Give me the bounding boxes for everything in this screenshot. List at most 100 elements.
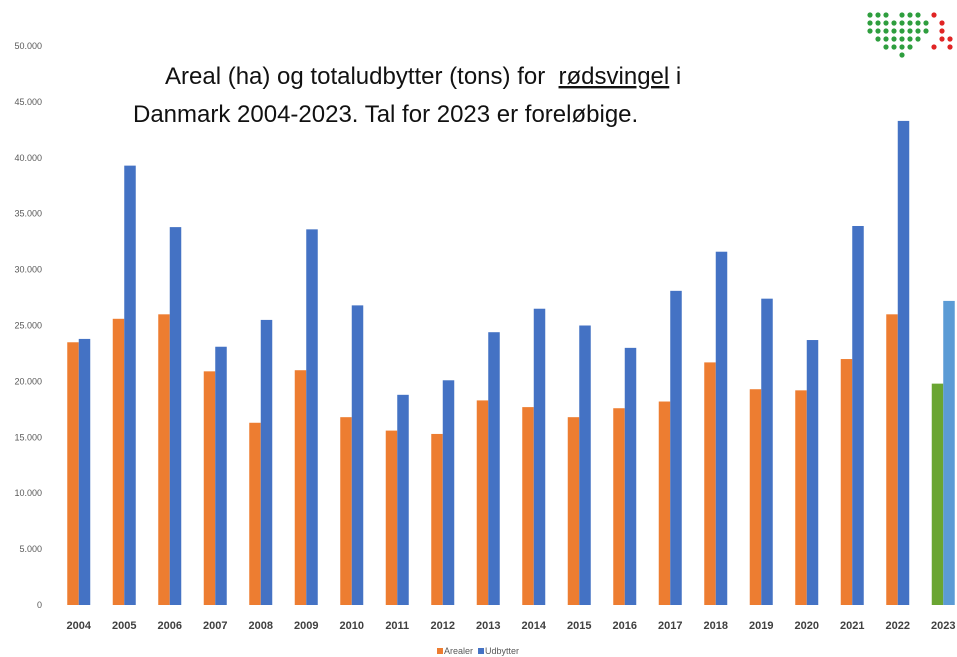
bar (852, 225, 864, 606)
legend-label: Udbytter (485, 646, 519, 656)
bar (124, 165, 136, 605)
x-tick-label: 2017 (658, 620, 682, 632)
logo-dot (947, 44, 953, 50)
logo-dot (891, 20, 897, 26)
logo-dot (939, 20, 945, 26)
y-tick-label: 10.000 (14, 488, 42, 498)
logo-dot (899, 12, 905, 18)
logo-dot (931, 44, 937, 50)
legend-label: Arealer (444, 646, 473, 656)
logo-dot (883, 36, 889, 42)
y-tick-label: 45.000 (14, 97, 42, 107)
logo-dot (867, 20, 873, 26)
title-part: i (669, 63, 681, 90)
y-tick-label: 0 (37, 600, 42, 610)
title-part: Danmark 2004-2023. Tal for 2023 er forel… (133, 101, 638, 128)
logo-dot (907, 36, 913, 42)
bar (306, 229, 318, 606)
bar (351, 305, 364, 605)
logo-dot (907, 12, 913, 18)
logo-dot (891, 36, 897, 42)
bar (476, 400, 489, 605)
x-tick-label: 2013 (476, 620, 500, 632)
y-tick-label: 15.000 (14, 432, 42, 442)
bar (340, 417, 352, 605)
bar (761, 298, 773, 605)
logo-dot (883, 44, 889, 50)
logo-dot (899, 36, 905, 42)
bar (533, 308, 546, 605)
x-tick-label: 2006 (158, 620, 182, 632)
logo-dot (939, 36, 945, 42)
x-tick-label: 2014 (522, 620, 547, 632)
legend-swatch (478, 648, 485, 654)
title-part: Areal (ha) og totaludbytter (tons) for (165, 63, 559, 90)
title-part: rødsvingel (559, 63, 670, 90)
x-tick-label: 2021 (840, 620, 864, 632)
x-tick-label: 2009 (294, 620, 318, 632)
y-tick-label: 25.000 (14, 321, 42, 331)
y-tick-label: 40.000 (14, 153, 42, 163)
logo-dot (875, 12, 881, 18)
x-tick-label: 2008 (249, 620, 273, 632)
x-tick-label: 2022 (886, 620, 910, 632)
x-tick-label: 2007 (203, 620, 227, 632)
bar (749, 389, 762, 605)
logo-dot (939, 28, 945, 34)
x-tick-label: 2019 (749, 620, 773, 632)
x-tick-label: 2016 (613, 620, 637, 632)
logo-dot (891, 28, 897, 34)
logo (867, 12, 953, 58)
bar (203, 371, 216, 605)
bar (795, 390, 807, 605)
bar (488, 332, 500, 605)
bar (169, 227, 182, 605)
logo-dot (875, 20, 881, 26)
logo-dot (915, 28, 921, 34)
logo-dot (899, 44, 905, 50)
y-tick-label: 20.000 (14, 376, 42, 386)
bar (943, 300, 955, 605)
x-tick-label: 2023 (931, 620, 955, 632)
logo-dot (867, 28, 873, 34)
bar (260, 319, 273, 605)
logo-dot (867, 12, 873, 18)
bar (567, 417, 580, 605)
logo-dot (947, 36, 953, 42)
bar (112, 318, 125, 605)
logo-dot (915, 36, 921, 42)
y-tick-label: 50.000 (14, 41, 42, 51)
bar (658, 401, 671, 605)
y-tick-label: 30.000 (14, 265, 42, 275)
bar (897, 120, 910, 605)
bar (249, 422, 261, 605)
bar (624, 347, 637, 605)
logo-dot (899, 28, 905, 34)
bar (522, 407, 534, 605)
bar (397, 394, 409, 605)
bar (840, 359, 853, 605)
logo-dot (915, 20, 921, 26)
bar (715, 251, 728, 605)
bar (579, 325, 591, 605)
x-tick-label: 2004 (67, 620, 92, 632)
bar (704, 362, 716, 605)
x-tick-label: 2010 (340, 620, 364, 632)
chart-title: Areal (ha) og totaludbytter (tons) for r… (133, 63, 715, 128)
bar (670, 290, 682, 605)
x-tick-label: 2005 (112, 620, 136, 632)
logo-dot (923, 20, 929, 26)
bar (385, 430, 398, 605)
logo-dot (931, 12, 937, 18)
bar (806, 340, 819, 605)
bar (931, 383, 944, 605)
logo-dot (899, 52, 905, 58)
bar (158, 314, 170, 605)
logo-dot (923, 28, 929, 34)
logo-dot (907, 44, 913, 50)
legend-swatch (437, 648, 443, 654)
logo-dot (891, 44, 897, 50)
bar (67, 342, 79, 605)
logo-dot (899, 20, 905, 26)
